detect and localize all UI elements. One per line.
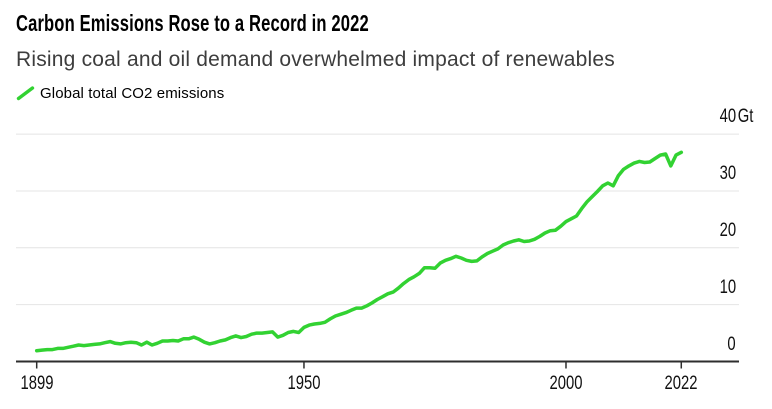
y-tick-label: 30 (719, 162, 736, 184)
chart-subtitle: Rising coal and oil demand overwhelmed i… (16, 48, 615, 71)
y-axis-unit: Gt (737, 106, 754, 128)
legend-line-slash-icon (16, 85, 35, 100)
legend-item-label: Global total CO2 emissions (40, 84, 225, 102)
x-tick-label: 2000 (549, 373, 583, 394)
y-tick-label: 10 (719, 276, 736, 298)
legend: Global total CO2 emissions (16, 84, 224, 102)
y-tick-label: 20 (719, 219, 736, 241)
emissions-line (34, 150, 684, 353)
x-tick-label: 1950 (287, 373, 321, 394)
y-tick-label: 0 (727, 333, 736, 355)
x-tick-label: 1899 (20, 373, 54, 394)
y-tick-label: 40 Gt (719, 106, 754, 128)
x-tick-label: 2022 (664, 373, 698, 394)
chart-title: Carbon Emissions Rose to a Record in 202… (16, 10, 369, 36)
